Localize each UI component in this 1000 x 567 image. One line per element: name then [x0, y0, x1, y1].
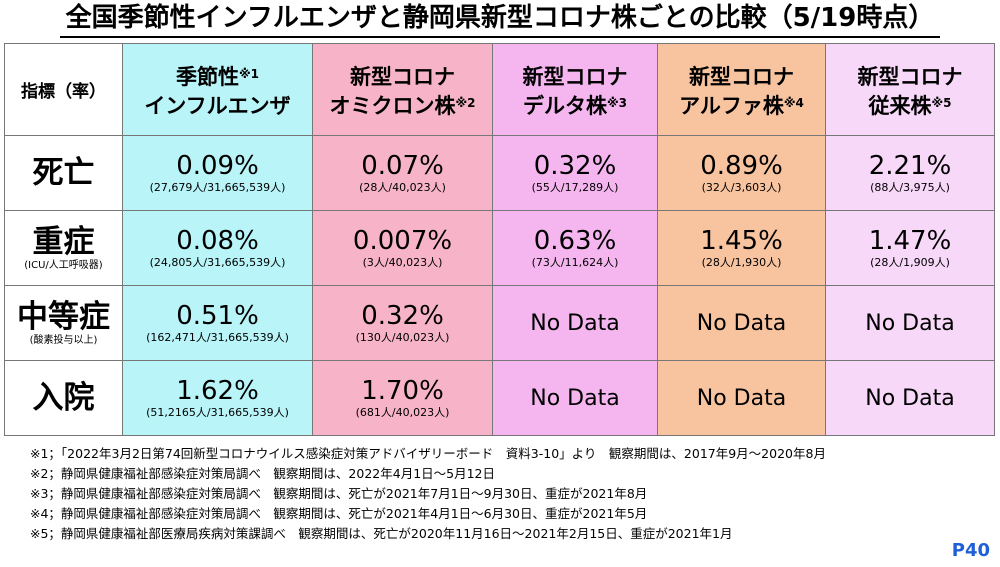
rate-value: 0.09% — [176, 151, 259, 181]
cell-delta-moderate: No Data — [492, 285, 658, 361]
rate-detail: (27,679人/31,665,539人) — [149, 181, 286, 194]
cell-alpha-severe: 1.45% (28人/1,930人) — [657, 210, 826, 286]
row-label-text: 中等症 — [17, 299, 110, 335]
cell-omicron-moderate: 0.32% (130人/40,023人) — [312, 285, 493, 361]
rate-value: 0.63% — [533, 226, 617, 256]
row-label-severe: 重症 (ICU/人工呼吸器) — [4, 210, 123, 286]
footnote-4: ※4；静岡県健康福祉部感染症対策局調べ 観察期間は、死亡が2021年4月1日～6… — [30, 506, 648, 521]
title-underline — [60, 36, 940, 38]
column-header-line1: 新型コロナ — [522, 64, 628, 89]
row-label-hospitalization: 入院 — [4, 360, 123, 436]
cell-conventional-severe: 1.47% (28人/1,909人) — [825, 210, 995, 286]
column-header-line2: 従来株 — [868, 93, 932, 118]
rate-detail: (24,805人/31,665,539人) — [149, 256, 286, 269]
rate-value: 0.07% — [361, 151, 444, 181]
footnotes: ※1；「2022年3月2日第74回新型コロナウイルス感染症対策アドバイザリーボー… — [30, 444, 990, 544]
column-header-line2: インフルエンザ — [144, 93, 291, 118]
column-header-line1: 季節性 — [175, 64, 239, 89]
footnote-mark: ※5 — [931, 95, 952, 110]
rate-detail: (28人/40,023人) — [359, 181, 446, 194]
rate-value: 0.32% — [361, 301, 444, 331]
rate-detail: (32人/3,603人) — [701, 181, 782, 194]
cell-delta-hospitalization: No Data — [492, 360, 658, 436]
rate-value: 1.70% — [361, 376, 444, 406]
row-sublabel: (酸素投与以上) — [29, 335, 98, 346]
column-header-line2: デルタ株 — [522, 93, 607, 118]
cell-conventional-moderate: No Data — [825, 285, 995, 361]
rate-value: 1.45% — [700, 226, 783, 256]
rate-detail: (28人/1,909人) — [870, 256, 950, 269]
cell-omicron-death: 0.07% (28人/40,023人) — [312, 135, 493, 211]
rate-value: 0.007% — [352, 226, 453, 256]
cell-conventional-death: 2.21% (88人/3,975人) — [825, 135, 995, 211]
page-title: 全国季節性インフルエンザと静岡県新型コロナ株ごとの比較（5/19時点） — [65, 3, 935, 33]
rate-value: 0.89% — [700, 151, 783, 181]
comparison-table: 指標（率） 季節性※1 インフルエンザ 新型コロナ オミクロン株※2 新型コロナ… — [4, 43, 995, 436]
footnote-mark: ※4 — [783, 95, 804, 110]
rate-detail: (51,2165人/31,665,539人) — [146, 406, 289, 419]
column-header-conventional: 新型コロナ 従来株※5 — [825, 43, 995, 136]
footnote-3: ※3；静岡県健康福祉部感染症対策局調べ 観察期間は、死亡が2021年7月1日～9… — [30, 486, 648, 501]
row-label-moderate: 中等症 (酸素投与以上) — [4, 285, 123, 361]
rate-value: 0.32% — [533, 151, 617, 181]
cell-delta-severe: 0.63% (73人/11,624人) — [492, 210, 658, 286]
footnote-2: ※2；静岡県健康福祉部感染症対策局調べ 観察期間は、2022年4月1日～5月12… — [30, 466, 496, 481]
no-data-text: No Data — [696, 385, 787, 411]
no-data-text: No Data — [530, 310, 620, 336]
rate-detail: (130人/40,023人) — [355, 331, 450, 344]
footnote-5: ※5；静岡県健康福祉部医療局疾病対策課調べ 観察期間は、死亡が2020年11月1… — [30, 526, 733, 541]
footnote-mark: ※1 — [238, 66, 259, 81]
rate-value: 1.47% — [868, 226, 952, 256]
column-header-line2: オミクロン株 — [329, 93, 456, 118]
row-label-text: 重症 — [32, 224, 95, 260]
column-header-delta: 新型コロナ デルタ株※3 — [492, 43, 658, 136]
column-header-omicron: 新型コロナ オミクロン株※2 — [312, 43, 493, 136]
cell-omicron-hospitalization: 1.70% (681人/40,023人) — [312, 360, 493, 436]
rate-detail: (88人/3,975人) — [870, 181, 950, 194]
rate-detail: (681人/40,023人) — [355, 406, 450, 419]
rate-value: 1.62% — [176, 376, 259, 406]
cell-influenza-severe: 0.08% (24,805人/31,665,539人) — [122, 210, 313, 286]
rate-detail: (55人/17,289人) — [531, 181, 619, 194]
cell-conventional-hospitalization: No Data — [825, 360, 995, 436]
rate-detail: (73人/11,624人) — [531, 256, 619, 269]
row-label-text: 入院 — [32, 380, 95, 416]
rate-value: 2.21% — [868, 151, 952, 181]
footnote-mark: ※3 — [606, 95, 627, 110]
no-data-text: No Data — [865, 310, 955, 336]
footnote-1: ※1；「2022年3月2日第74回新型コロナウイルス感染症対策アドバイザリーボー… — [30, 446, 826, 461]
table-corner-header: 指標（率） — [4, 43, 123, 136]
row-sublabel: (ICU/人工呼吸器) — [24, 260, 103, 271]
column-header-line1: 新型コロナ — [857, 64, 963, 89]
rate-detail: (162,471人/31,665,539人) — [146, 331, 289, 344]
rate-value: 0.08% — [176, 226, 259, 256]
cell-influenza-hospitalization: 1.62% (51,2165人/31,665,539人) — [122, 360, 313, 436]
footnote-mark: ※2 — [455, 95, 476, 110]
cell-omicron-severe: 0.007% (3人/40,023人) — [312, 210, 493, 286]
cell-alpha-moderate: No Data — [657, 285, 826, 361]
column-header-line1: 新型コロナ — [350, 64, 455, 89]
no-data-text: No Data — [696, 310, 787, 336]
cell-alpha-hospitalization: No Data — [657, 360, 826, 436]
column-header-alpha: 新型コロナ アルファ株※4 — [657, 43, 826, 136]
row-label-text: 死亡 — [32, 155, 95, 191]
row-label-death: 死亡 — [4, 135, 123, 211]
rate-detail: (3人/40,023人) — [362, 256, 443, 269]
column-header-influenza: 季節性※1 インフルエンザ — [122, 43, 313, 136]
page-number: P40 — [951, 540, 990, 561]
cell-influenza-moderate: 0.51% (162,471人/31,665,539人) — [122, 285, 313, 361]
no-data-text: No Data — [530, 385, 620, 411]
cell-delta-death: 0.32% (55人/17,289人) — [492, 135, 658, 211]
column-header-line1: 新型コロナ — [689, 64, 794, 89]
cell-influenza-death: 0.09% (27,679人/31,665,539人) — [122, 135, 313, 211]
rate-detail: (28人/1,930人) — [701, 256, 782, 269]
rate-value: 0.51% — [176, 301, 259, 331]
cell-alpha-death: 0.89% (32人/3,603人) — [657, 135, 826, 211]
column-header-line2: アルファ株 — [679, 93, 784, 118]
no-data-text: No Data — [865, 385, 955, 411]
